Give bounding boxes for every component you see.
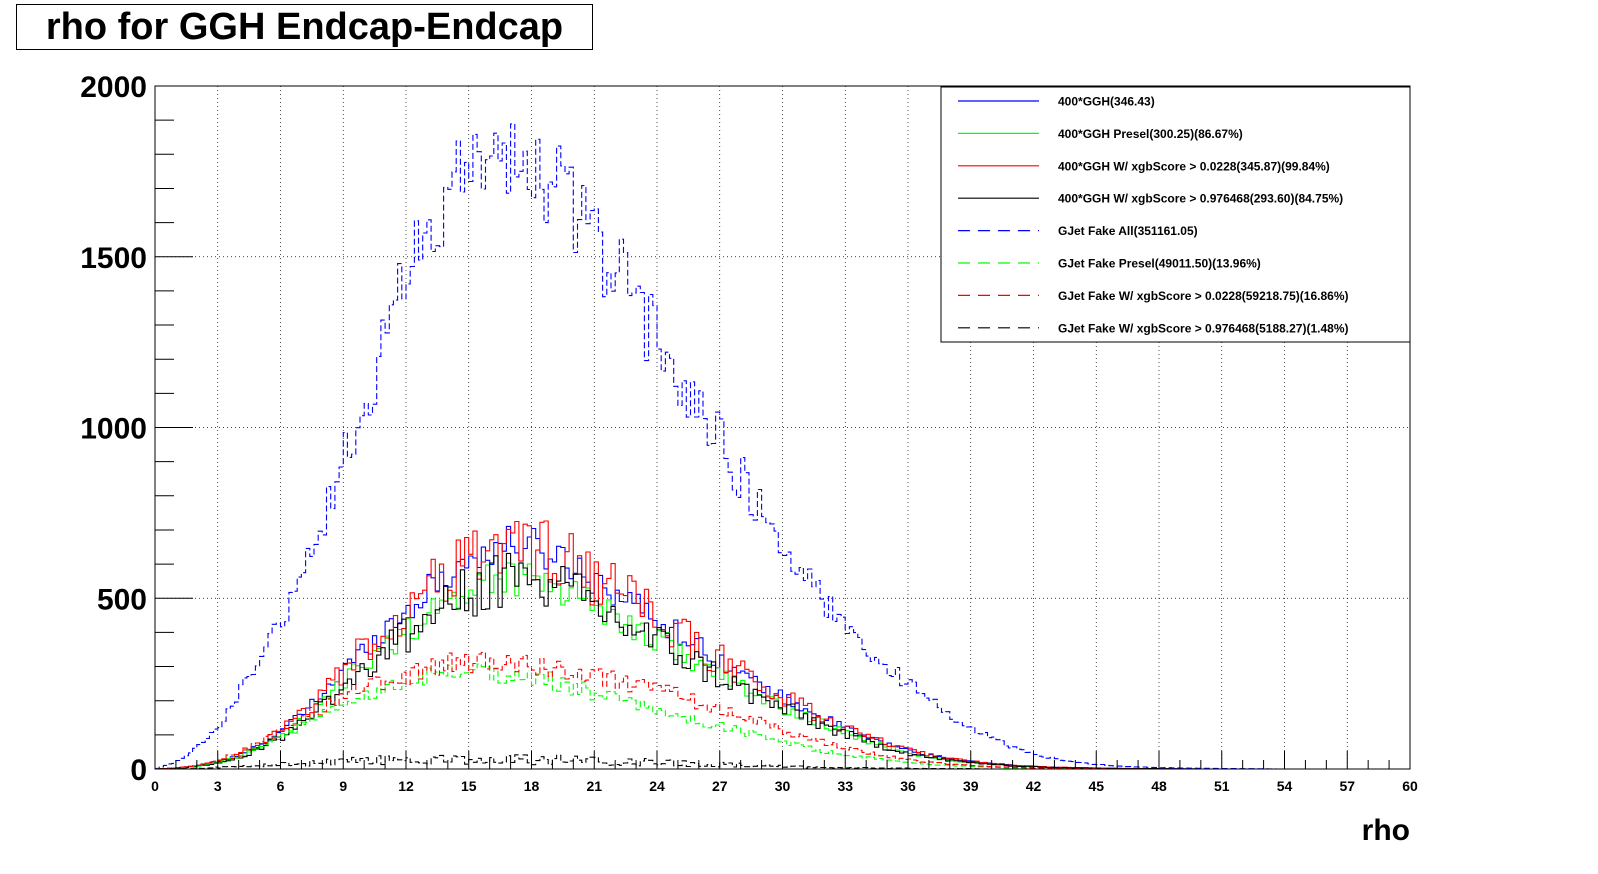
- x-tick-label: 54: [1277, 778, 1293, 794]
- x-tick-label: 48: [1151, 778, 1167, 794]
- legend-label: GJet Fake W/ xgbScore > 0.976468(5188.27…: [1058, 321, 1349, 335]
- legend-label: 400*GGH Presel(300.25)(86.67%): [1058, 127, 1243, 141]
- y-tick-label: 500: [97, 583, 147, 616]
- x-tick-label: 60: [1402, 778, 1418, 794]
- chart-title: rho for GGH Endcap-Endcap: [45, 5, 564, 48]
- x-tick-label: 9: [339, 778, 347, 794]
- legend-label: GJet Fake W/ xgbScore > 0.0228(59218.75)…: [1058, 289, 1349, 303]
- chart-title-box: rho for GGH Endcap-Endcap: [16, 4, 593, 50]
- y-tick-label: 2000: [80, 71, 147, 104]
- x-tick-label: 6: [277, 778, 285, 794]
- series-line-7: [155, 754, 1410, 770]
- axes: 0 3 6 9 12 15 18 21 24 27 30 33 36 39 42 45 48 51 54 57 6005…: [80, 71, 1418, 794]
- legend-label: GJet Fake Presel(49011.50)(13.96%): [1058, 257, 1261, 271]
- x-tick-label: 36: [900, 778, 916, 794]
- series-line-4: [155, 123, 1410, 770]
- legend-label: 400*GGH(346.43): [1058, 95, 1155, 109]
- x-tick-label: 33: [837, 778, 853, 794]
- x-tick-label: 15: [461, 778, 477, 794]
- x-tick-label: 24: [649, 778, 665, 794]
- legend: 400*GGH(346.43) 400*GGH Presel(300.25)(86…: [940, 86, 1411, 343]
- y-tick-label: 1000: [80, 413, 147, 446]
- x-tick-label: 39: [963, 778, 979, 794]
- legend-label: GJet Fake All(351161.05): [1058, 224, 1198, 238]
- x-tick-label: 57: [1339, 778, 1355, 794]
- legend-label: 400*GGH W/ xgbScore > 0.0228(345.87)(99.…: [1058, 159, 1330, 173]
- y-tick-label: 0: [130, 754, 147, 787]
- x-tick-label: 42: [1026, 778, 1042, 794]
- x-axis-title: rho: [1362, 814, 1410, 847]
- series-line-3: [155, 552, 1410, 770]
- y-tick-label: 1500: [80, 242, 147, 275]
- x-tick-label: 45: [1088, 778, 1104, 794]
- x-tick-label: 3: [214, 778, 222, 794]
- x-tick-label: 18: [524, 778, 540, 794]
- x-tick-label: 51: [1214, 778, 1230, 794]
- x-tick-label: 12: [398, 778, 414, 794]
- x-tick-label: 0: [151, 778, 159, 794]
- legend-label: 400*GGH W/ xgbScore > 0.976468(293.60)(8…: [1058, 192, 1343, 206]
- x-tick-label: 21: [586, 778, 602, 794]
- legend-box: [940, 86, 1411, 343]
- x-tick-label: 30: [775, 778, 791, 794]
- x-tick-label: 27: [712, 778, 728, 794]
